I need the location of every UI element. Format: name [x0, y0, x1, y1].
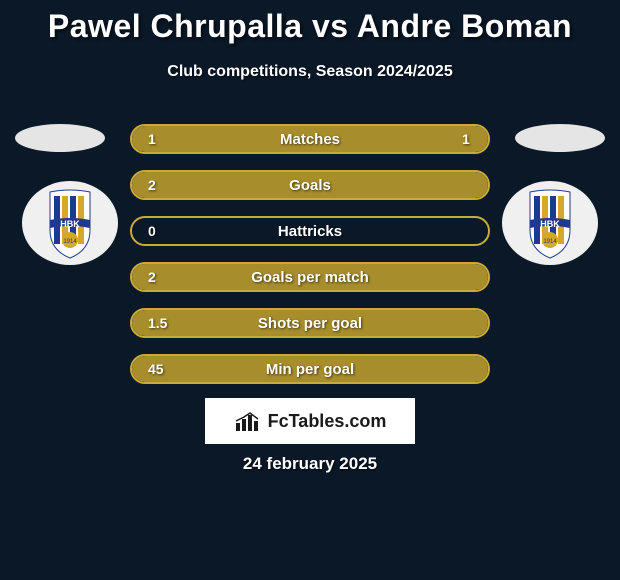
- svg-text:HBK: HBK: [60, 219, 80, 229]
- stat-left-value: 2: [148, 177, 156, 193]
- stat-label: Shots per goal: [258, 315, 362, 332]
- svg-text:HBK: HBK: [540, 219, 560, 229]
- club-badge-left: HBK 1914: [20, 180, 120, 266]
- stats-container: 1 Matches 1 2 Goals 0 Hattricks 2 Goals per matc…: [130, 124, 490, 400]
- bar-chart-icon: [234, 411, 262, 431]
- stat-left-value: 1: [148, 131, 156, 147]
- shield-icon: HBK 1914: [500, 180, 600, 266]
- svg-text:1914: 1914: [63, 239, 77, 245]
- page-subtitle: Club competitions, Season 2024/2025: [0, 63, 620, 81]
- stat-label: Goals: [289, 177, 331, 194]
- footer-brand-text: FcTables.com: [268, 411, 387, 432]
- player-left-avatar-placeholder: [15, 124, 105, 152]
- stat-label: Goals per match: [251, 269, 369, 286]
- stat-row: 0 Hattricks: [130, 216, 490, 246]
- stat-left-value: 1.5: [148, 315, 167, 331]
- svg-text:1914: 1914: [543, 239, 557, 245]
- stat-row: 2 Goals per match: [130, 262, 490, 292]
- stat-label: Matches: [280, 131, 340, 148]
- footer-date: 24 february 2025: [243, 454, 377, 474]
- stat-left-value: 45: [148, 361, 164, 377]
- shield-icon: HBK 1914: [20, 180, 120, 266]
- stat-left-value: 2: [148, 269, 156, 285]
- stat-row: 1 Matches 1: [130, 124, 490, 154]
- stat-left-value: 0: [148, 223, 156, 239]
- stat-row: 1.5 Shots per goal: [130, 308, 490, 338]
- stat-row: 45 Min per goal: [130, 354, 490, 384]
- footer-brand-logo: FcTables.com: [205, 398, 415, 444]
- stat-label: Min per goal: [266, 361, 354, 378]
- stat-row: 2 Goals: [130, 170, 490, 200]
- stat-label: Hattricks: [278, 223, 342, 240]
- stat-right-value: 1: [462, 131, 472, 147]
- player-right-avatar-placeholder: [515, 124, 605, 152]
- club-badge-right: HBK 1914: [500, 180, 600, 266]
- page-title: Pawel Chrupalla vs Andre Boman: [0, 0, 620, 45]
